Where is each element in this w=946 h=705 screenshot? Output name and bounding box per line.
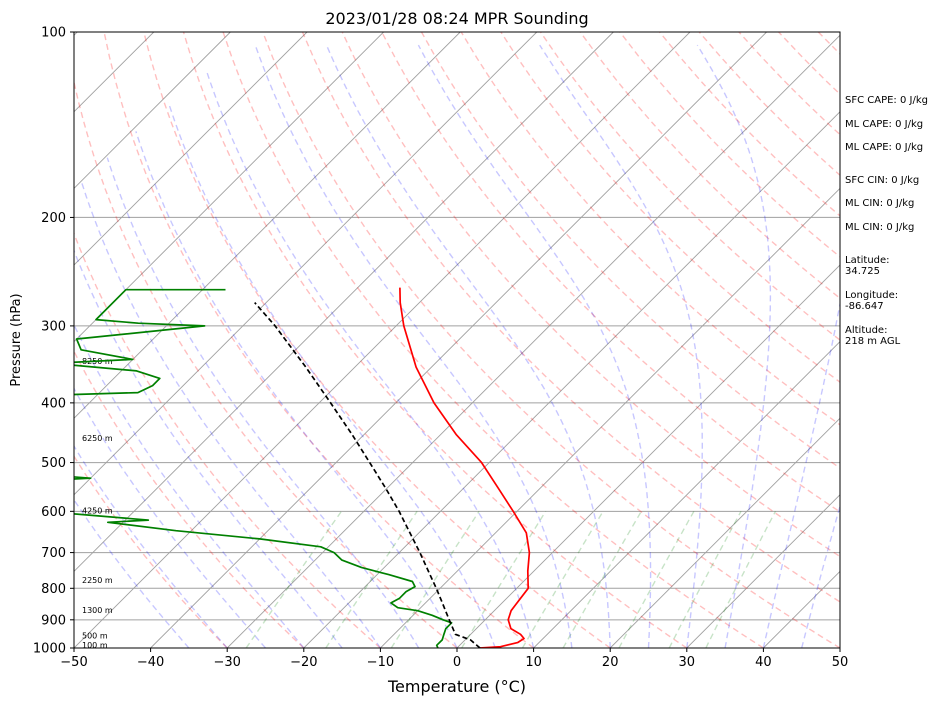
x-tick-label: −20 (290, 655, 317, 670)
y-tick-label: 800 (41, 582, 66, 597)
isotherm-line (74, 32, 691, 648)
isotherm-line (150, 32, 767, 648)
x-tick-label: 40 (755, 655, 772, 670)
height-label: 100 m (82, 641, 108, 650)
x-tick-label: 0 (453, 655, 461, 670)
dry-adiabat-line (262, 32, 840, 648)
sfc-cape-text: SFC CAPE: 0 J/kg (845, 95, 928, 106)
axes: −50 −40 −30 −20 −10 0 10 20 30 40 50 100 200 300 400 50… (33, 26, 848, 671)
isotherm-line (456, 264, 840, 648)
chart-title: 2023/01/28 08:24 MPR Sounding (325, 9, 588, 28)
isotherm-line (74, 32, 461, 419)
isotherm-line (303, 111, 840, 648)
mixing-ratio-line (668, 510, 742, 648)
x-tick-label: 30 (679, 655, 696, 670)
moist-adiabat-line (74, 323, 305, 648)
height-label: 500 m (82, 632, 108, 641)
moist-adiabat-line (74, 248, 343, 648)
x-axis-label: Temperature (°C) (387, 677, 526, 696)
mixing-ratio-line (461, 510, 547, 648)
isotherm-line (74, 32, 538, 496)
isotherm-line (533, 340, 840, 648)
dry-adiabat-line (74, 79, 458, 648)
moist-adiabat-line (696, 44, 772, 648)
temperature-line (399, 287, 531, 648)
isotherm-line (380, 187, 840, 648)
height-label: 6250 m (82, 434, 113, 443)
altitude-label: Altitude: (845, 325, 888, 336)
x-tick-label: −40 (137, 655, 164, 670)
series-lines (74, 287, 531, 648)
parcel-line (254, 302, 481, 648)
y-tick-label: 700 (41, 546, 66, 561)
isotherm-line (609, 417, 840, 648)
height-label: 1300 m (82, 606, 113, 615)
y-tick-label: 400 (41, 396, 66, 411)
ml-cape-text: ML CAPE: 0 J/kg (845, 119, 924, 130)
dry-adiabat-line (103, 32, 535, 648)
x-tick-label: 50 (832, 655, 849, 670)
dry-adiabat-line (143, 32, 611, 648)
dry-adiabat-line (74, 231, 381, 648)
moist-adiabat-line (167, 101, 496, 648)
y-tick-label: 100 (41, 26, 66, 41)
isotherm-line (74, 32, 231, 190)
dry-adiabat-line (182, 32, 688, 648)
moist-adiabat-line (74, 387, 267, 648)
moist-adiabat-line (106, 157, 420, 648)
x-tick-label: 20 (602, 655, 619, 670)
mixing-ratio-line (521, 510, 604, 648)
sfc-cin-text: SFC CIN: 0 J/kg (845, 175, 920, 186)
moist-adiabat-line (74, 498, 190, 648)
moist-adiabat-line (801, 503, 840, 648)
moist-adiabat-line (762, 300, 840, 648)
mixing-ratio-line (705, 510, 777, 648)
latitude-label: Latitude: (845, 255, 890, 266)
y-axis-label: Pressure (hPa) (9, 293, 24, 386)
mixing-ratio-line (618, 510, 695, 648)
y-tick-label: 200 (41, 211, 66, 226)
y-tick-label: 600 (41, 505, 66, 520)
x-tick-label: −30 (213, 655, 240, 670)
moist-adiabat-line (205, 69, 535, 648)
isotherm-line (226, 34, 840, 648)
altitude-value: 218 m AGL (845, 336, 901, 347)
dewpoint-line (74, 288, 453, 648)
moist-adiabat-line (80, 181, 381, 648)
y-tick-label: 500 (41, 456, 66, 471)
moist-adiabat-line (325, 44, 611, 648)
mixing-ratio-line (562, 510, 642, 648)
moist-adiabat-line (417, 44, 652, 648)
latitude-value: 34.725 (845, 266, 880, 277)
x-tick-label: 10 (525, 655, 542, 670)
height-label: 2250 m (82, 576, 113, 585)
height-label: 4250 m (82, 506, 113, 515)
y-tick-label: 1000 (33, 642, 66, 657)
ml-cin-text: ML CIN: 0 J/kg (845, 198, 915, 209)
y-tick-label: 300 (41, 319, 66, 334)
background-lines (74, 32, 840, 648)
dry-adiabat-line (579, 32, 840, 300)
mixing-ratio-line (390, 510, 480, 648)
moist-adiabat-line (539, 44, 703, 648)
x-tick-label: −50 (60, 655, 87, 670)
isotherm-line (74, 32, 308, 266)
ml-cape-text-2: ML CAPE: 0 J/kg (845, 142, 924, 153)
dry-adiabat-line (74, 349, 305, 648)
moist-adiabat-line (254, 44, 573, 648)
isotherm-line (74, 32, 614, 573)
ml-cin-text-2: ML CIN: 0 J/kg (845, 222, 915, 233)
x-tick-label: −10 (367, 655, 394, 670)
longitude-label: Longitude: (845, 290, 899, 301)
mixing-ratio-line (245, 510, 342, 648)
isotherm-line (686, 494, 840, 648)
longitude-value: -86.647 (845, 301, 884, 312)
mixing-ratio-line (325, 510, 418, 648)
y-tick-label: 900 (41, 613, 66, 628)
isotherm-line (74, 32, 384, 343)
